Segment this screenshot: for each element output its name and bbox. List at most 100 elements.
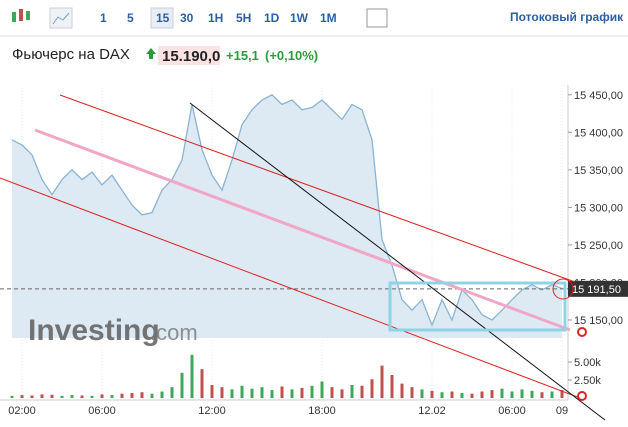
- volume-bar: [520, 389, 524, 398]
- x-tick-label: 18:00: [308, 405, 336, 417]
- volume-bar: [490, 390, 494, 398]
- x-tick-label: 12:00: [198, 405, 226, 417]
- y2-tick-label: 5.00k: [574, 357, 601, 369]
- volume-bar: [190, 354, 194, 398]
- change-pct: (+0,10%): [265, 48, 318, 63]
- volume-bar: [10, 395, 14, 398]
- volume-bar: [240, 385, 244, 398]
- x-tick-label: 02:00: [8, 405, 36, 417]
- price: 15.190,0: [162, 48, 220, 65]
- volume-bar: [540, 392, 544, 398]
- last-price-bg: [568, 280, 628, 297]
- volume-bar: [370, 379, 374, 398]
- y2-tick-label: 2.50k: [574, 375, 601, 387]
- volume-bar: [470, 393, 474, 398]
- volume-bar: [450, 391, 454, 398]
- candle-icon: [12, 9, 30, 22]
- volume-bar: [400, 383, 404, 398]
- volume-bar: [180, 372, 184, 398]
- volume-bar: [410, 387, 414, 398]
- marker: [577, 391, 587, 401]
- interval-button[interactable]: 15: [156, 11, 170, 25]
- y-tick-label: 15 400,00: [574, 127, 623, 139]
- volume-bar: [480, 391, 484, 398]
- volume-bar: [510, 391, 514, 398]
- watermark-brand: Investing: [28, 314, 160, 347]
- volume-bar: [20, 395, 24, 398]
- volume-bar: [200, 369, 204, 398]
- area-icon-line: [52, 12, 70, 25]
- interval-button[interactable]: 1W: [290, 11, 309, 25]
- volume-bar: [330, 387, 334, 398]
- volume-bar: [320, 381, 324, 398]
- volume-bar: [140, 392, 144, 398]
- volume-bar: [390, 374, 394, 398]
- volume-bar: [50, 394, 54, 398]
- channel-upper: [59, 94, 576, 283]
- price-bg: [158, 46, 220, 65]
- volume-bar: [160, 391, 164, 398]
- volume-bar: [430, 390, 434, 398]
- volume-bar: [60, 395, 64, 398]
- trend-line: [189, 102, 606, 421]
- volume-bar: [250, 388, 254, 398]
- marker: [577, 327, 587, 337]
- instrument-title: Фьючерс на DAX: [12, 46, 130, 63]
- interval-button[interactable]: 5: [127, 11, 134, 25]
- stream-link[interactable]: Потоковый график: [510, 10, 624, 24]
- volume-bar: [380, 365, 384, 398]
- interval-button[interactable]: 1H: [208, 11, 223, 25]
- volume-bar: [40, 394, 44, 398]
- interval-button[interactable]: 1D: [264, 11, 280, 25]
- channel-mid: [34, 128, 571, 332]
- volume-bar: [270, 390, 274, 398]
- watermark-suffix: .com: [150, 320, 198, 345]
- price-line: [11, 93, 563, 328]
- volume-bar: [360, 385, 364, 398]
- volume-bar: [80, 395, 84, 398]
- volume-bar: [150, 393, 154, 398]
- volume-bar: [220, 387, 224, 398]
- volume-bar: [70, 395, 74, 398]
- x-tick-label: 12.02: [418, 405, 446, 417]
- volume-bar: [310, 385, 314, 398]
- volume-bar: [100, 394, 104, 398]
- volume-bar: [550, 391, 554, 398]
- y-tick-label: 15 300,00: [574, 202, 623, 214]
- interval-button[interactable]: 1: [100, 11, 107, 25]
- volume-bar: [110, 395, 114, 398]
- volume-bar: [280, 386, 284, 398]
- interval-button[interactable]: 30: [180, 11, 194, 25]
- settings-icon[interactable]: [366, 8, 388, 28]
- x-tick-label: 06:00: [88, 405, 116, 417]
- interval-button[interactable]: 1M: [320, 11, 337, 25]
- last-price-label: 15 191,50: [572, 284, 621, 296]
- change: +15,1: [226, 48, 259, 63]
- volume-bar: [560, 390, 564, 398]
- volume-bar: [420, 389, 424, 398]
- volume-bar: [230, 389, 234, 398]
- interval-button[interactable]: 5H: [236, 11, 251, 25]
- y-tick-label: 15 350,00: [574, 165, 623, 177]
- y-tick-label: 15 250,00: [574, 240, 623, 252]
- volume-bar: [120, 393, 124, 398]
- volume-bar: [460, 392, 464, 398]
- x-tick-label: 09: [556, 405, 568, 417]
- y-tick-label: 15 450,00: [574, 90, 623, 102]
- interval-active-bg: [150, 7, 174, 29]
- volume-bar: [260, 387, 264, 398]
- volume-bar: [440, 392, 444, 398]
- volume-bar: [530, 390, 534, 398]
- volume-bar: [500, 388, 504, 398]
- volume-bar: [350, 385, 354, 398]
- area-icon[interactable]: [49, 7, 73, 29]
- volume-bar: [290, 389, 294, 398]
- highlight-circle: [552, 278, 574, 300]
- y-tick-label: 15 150,00: [574, 315, 623, 327]
- volume-bar: [340, 389, 344, 398]
- volume-bar: [170, 387, 174, 398]
- range-box: [388, 281, 567, 332]
- x-tick-label: 06:00: [498, 405, 526, 417]
